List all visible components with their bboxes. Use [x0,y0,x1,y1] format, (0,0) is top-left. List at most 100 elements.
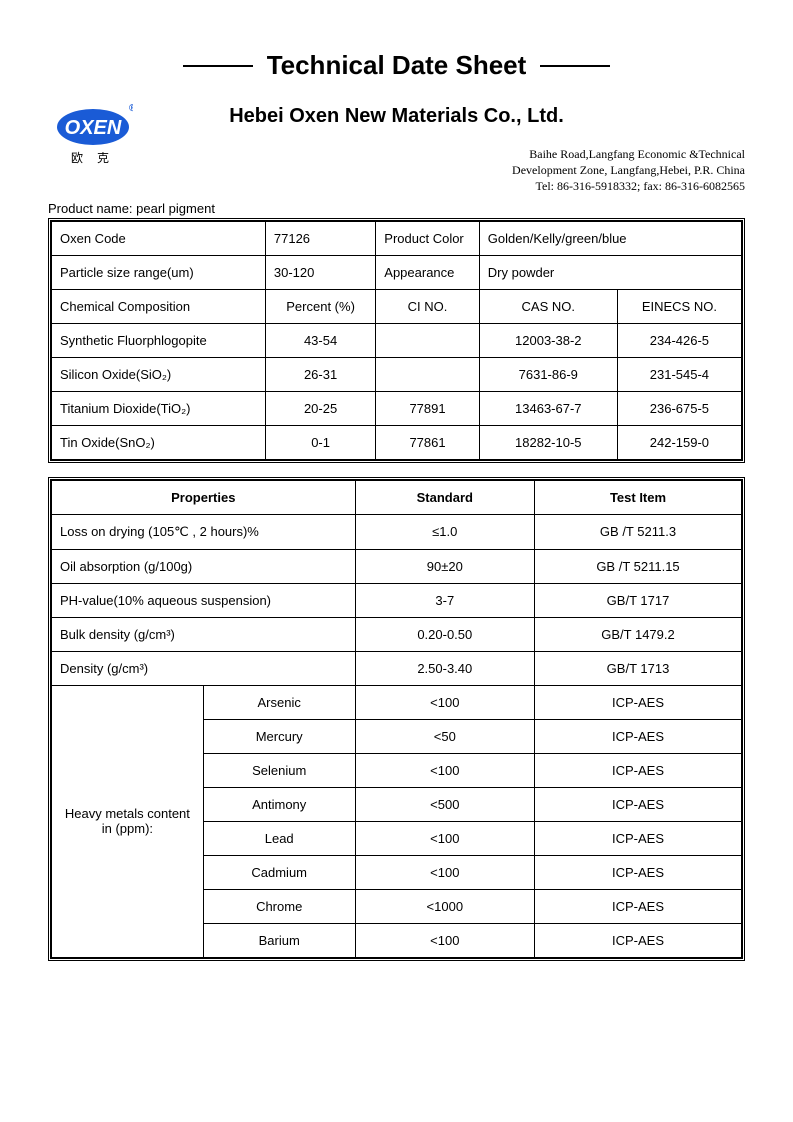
comp-ein: 242-159-0 [617,425,741,459]
heavy-name: Chrome [203,889,355,923]
table-row: Bulk density (g/cm³) 0.20-0.50 GB/T 1479… [52,617,742,651]
heavy-test: ICP-AES [534,685,741,719]
comp-name: Synthetic Fluorphlogopite [52,323,266,357]
table-2-frame: Properties Standard Test Item Loss on dr… [48,477,745,961]
table-row: Particle size range(um) 30-120 Appearanc… [52,255,742,289]
prop-test: GB/T 1713 [534,651,741,685]
table-row: Heavy metals content in (ppm): Arsenic <… [52,685,742,719]
heavy-name: Arsenic [203,685,355,719]
heavy-name: Antimony [203,787,355,821]
comp-cas: 13463-67-7 [479,391,617,425]
table-row: Titanium Dioxide(TiO₂) 20-25 77891 13463… [52,391,742,425]
heavy-std: <100 [355,753,534,787]
product-name: Product name: pearl pigment [48,201,745,216]
heavy-test: ICP-AES [534,821,741,855]
comp-cas: 7631-86-9 [479,357,617,391]
hdr-properties: Properties [52,480,356,514]
cell-appearance-val: Dry powder [479,255,741,289]
hdr-chem-comp: Chemical Composition [52,289,266,323]
heavy-test: ICP-AES [534,889,741,923]
comp-ein: 236-675-5 [617,391,741,425]
logo: OXEN ® 欧克 [48,103,138,166]
heavy-test: ICP-AES [534,923,741,957]
table-row: Loss on drying (105℃ , 2 hours)% ≤1.0 GB… [52,514,742,549]
prop-name: PH-value(10% aqueous suspension) [52,583,356,617]
heavy-std: <100 [355,821,534,855]
comp-pct: 20-25 [265,391,375,425]
prop-std: 90±20 [355,549,534,583]
table-row: Properties Standard Test Item [52,480,742,514]
comp-ein: 234-426-5 [617,323,741,357]
page-title: Technical Date Sheet [253,50,541,81]
heavy-name: Mercury [203,719,355,753]
hdr-test-item: Test Item [534,480,741,514]
heavy-name: Selenium [203,753,355,787]
heavy-std: <100 [355,685,534,719]
comp-pct: 0-1 [265,425,375,459]
comp-name: Silicon Oxide(SiO₂) [52,357,266,391]
table-row: Density (g/cm³) 2.50-3.40 GB/T 1713 [52,651,742,685]
prop-name: Loss on drying (105℃ , 2 hours)% [52,514,356,549]
prop-test: GB /T 5211.15 [534,549,741,583]
table-row: PH-value(10% aqueous suspension) 3-7 GB/… [52,583,742,617]
heavy-std: <100 [355,923,534,957]
prop-std: 3-7 [355,583,534,617]
hdr-ci-no: CI NO. [376,289,480,323]
heavy-test: ICP-AES [534,855,741,889]
company-name: Hebei Oxen New Materials Co., Ltd. [48,105,745,128]
prop-test: GB/T 1717 [534,583,741,617]
oxen-logo-icon: OXEN ® [53,103,133,147]
comp-ci [376,357,480,391]
prop-std: 0.20-0.50 [355,617,534,651]
prop-name: Bulk density (g/cm³) [52,617,356,651]
cell-particle-lbl: Particle size range(um) [52,255,266,289]
heavy-name: Barium [203,923,355,957]
logo-caption: 欧克 [56,149,138,166]
comp-name: Tin Oxide(SnO₂) [52,425,266,459]
heavy-std: <500 [355,787,534,821]
prop-std: 2.50-3.40 [355,651,534,685]
comp-ci: 77891 [376,391,480,425]
heavy-test: ICP-AES [534,753,741,787]
cell-appearance-lbl: Appearance [376,255,480,289]
prop-std: ≤1.0 [355,514,534,549]
comp-pct: 26-31 [265,357,375,391]
address-block: Baihe Road,Langfang Economic &Technical … [48,146,745,195]
table-row: Silicon Oxide(SiO₂) 26-31 7631-86-9 231-… [52,357,742,391]
cell-oxen-code-val: 77126 [265,221,375,255]
title-line-right [540,65,610,67]
address-line-2: Development Zone, Langfang,Hebei, P.R. C… [48,162,745,178]
address-line-1: Baihe Road,Langfang Economic &Technical [48,146,745,162]
hdr-einecs-no: EINECS NO. [617,289,741,323]
hdr-cas-no: CAS NO. [479,289,617,323]
properties-table: Properties Standard Test Item Loss on dr… [51,480,742,958]
heavy-name: Cadmium [203,855,355,889]
table-row: Oil absorption (g/100g) 90±20 GB /T 5211… [52,549,742,583]
comp-ci [376,323,480,357]
address-line-3: Tel: 86-316-5918332; fax: 86-316-6082565 [48,178,745,194]
prop-test: GB/T 1479.2 [534,617,741,651]
table-row: Tin Oxide(SnO₂) 0-1 77861 18282-10-5 242… [52,425,742,459]
title-line-left [183,65,253,67]
table-1-frame: Oxen Code 77126 Product Color Golden/Kel… [48,218,745,463]
table-gap [48,463,745,477]
heavy-metals-label: Heavy metals content in (ppm): [52,685,204,957]
table-row: Chemical Composition Percent (%) CI NO. … [52,289,742,323]
heavy-test: ICP-AES [534,719,741,753]
prop-name: Oil absorption (g/100g) [52,549,356,583]
header-block: OXEN ® 欧克 Hebei Oxen New Materials Co., … [48,105,745,195]
comp-pct: 43-54 [265,323,375,357]
heavy-std: <50 [355,719,534,753]
heavy-std: <100 [355,855,534,889]
comp-cas: 12003-38-2 [479,323,617,357]
registered-mark-icon: ® [129,103,133,114]
page: Technical Date Sheet OXEN ® 欧克 Hebei Oxe… [0,0,793,1122]
heavy-name: Lead [203,821,355,855]
prop-test: GB /T 5211.3 [534,514,741,549]
hdr-percent: Percent (%) [265,289,375,323]
composition-table: Oxen Code 77126 Product Color Golden/Kel… [51,221,742,460]
comp-cas: 18282-10-5 [479,425,617,459]
table-row: Oxen Code 77126 Product Color Golden/Kel… [52,221,742,255]
title-row: Technical Date Sheet [48,50,745,81]
table-row: Synthetic Fluorphlogopite 43-54 12003-38… [52,323,742,357]
